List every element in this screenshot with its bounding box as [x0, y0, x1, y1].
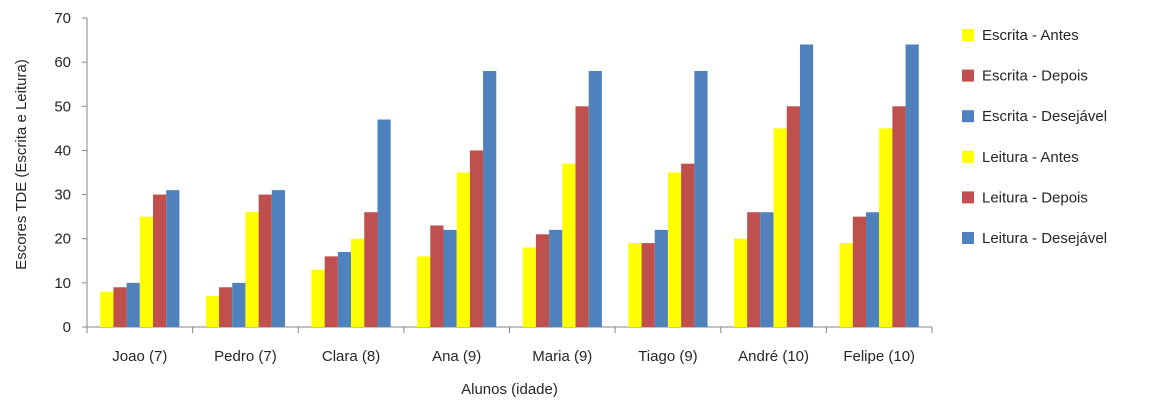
bars	[100, 44, 919, 328]
y-tick-label: 20	[54, 231, 71, 248]
bar	[113, 287, 127, 327]
legend-label: Leitura - Antes	[982, 149, 1079, 166]
bar	[535, 234, 550, 327]
bar	[549, 229, 563, 327]
bar	[417, 256, 431, 327]
bar	[166, 190, 180, 327]
bar	[271, 190, 286, 327]
bar	[443, 229, 457, 327]
bar	[773, 128, 787, 327]
y-tick-label: 10	[54, 275, 71, 292]
x-ticks: Joao (7) Pedro (7) Clara (8) Ana (9) Maria (…	[86, 327, 933, 365]
bar	[588, 70, 602, 327]
bar	[139, 216, 154, 327]
legend-swatch	[962, 69, 974, 82]
y-ticks: 0 10 20 30 40 50 60 70	[54, 10, 87, 336]
bar	[364, 212, 378, 327]
bar	[337, 251, 352, 327]
x-tick-label: Pedro (7)	[214, 348, 277, 365]
bar	[892, 106, 906, 328]
bar	[430, 225, 444, 327]
bar	[351, 238, 365, 327]
bar	[205, 296, 220, 327]
bar	[733, 238, 748, 327]
bar	[654, 229, 668, 327]
legend-label: Escrita - Antes	[982, 27, 1079, 44]
y-tick-label: 0	[63, 319, 71, 336]
legend-swatch	[962, 29, 974, 41]
bar	[628, 243, 642, 327]
x-tick-label: Maria (9)	[532, 348, 592, 365]
legend-label: Leitura - Desejável	[982, 230, 1107, 247]
bar	[469, 150, 484, 327]
bar	[799, 44, 814, 327]
bar	[522, 247, 536, 327]
bar	[575, 106, 589, 328]
legend-label: Escrita - Depois	[982, 68, 1088, 85]
bar	[100, 291, 114, 327]
bar	[562, 163, 576, 327]
y-axis-title: Escores TDE (Escrita e Leitura)	[13, 59, 30, 270]
bar	[377, 119, 391, 328]
legend-label: Escrita - Desejável	[982, 108, 1107, 125]
x-tick-label: Ana (9)	[432, 348, 481, 365]
bar	[245, 212, 259, 327]
bar	[760, 212, 774, 327]
x-tick-label: Felipe (10)	[843, 348, 915, 365]
bar	[219, 287, 233, 327]
bar	[786, 106, 800, 328]
bar	[839, 243, 853, 327]
bar	[641, 243, 655, 327]
bar	[126, 282, 140, 327]
bar	[456, 172, 470, 327]
bar	[694, 70, 708, 327]
y-tick-label: 60	[54, 54, 71, 71]
bar	[747, 212, 761, 327]
bar	[852, 216, 866, 327]
x-tick-label: Clara (8)	[322, 348, 380, 365]
bar	[258, 194, 272, 327]
bar	[879, 128, 893, 327]
bar	[232, 282, 246, 327]
y-tick-label: 40	[54, 142, 71, 159]
x-tick-label: André (10)	[738, 348, 809, 365]
legend-swatch	[962, 232, 974, 244]
y-tick-label: 30	[54, 187, 71, 204]
y-tick-label: 50	[54, 98, 71, 115]
legend: Escrita - Antes Escrita - Depois Escrita -…	[962, 27, 1107, 247]
bar	[311, 269, 325, 327]
bar	[153, 194, 167, 327]
x-tick-label: Joao (7)	[112, 348, 167, 365]
bar	[865, 212, 880, 327]
y-tick-label: 70	[54, 10, 71, 27]
legend-swatch	[962, 150, 974, 163]
bar	[324, 256, 338, 327]
bar	[681, 163, 695, 327]
legend-swatch	[962, 191, 974, 204]
bar	[483, 70, 497, 327]
x-tick-label: Tiago (9)	[638, 348, 697, 365]
legend-swatch	[962, 110, 974, 123]
legend-label: Leitura - Depois	[982, 189, 1088, 206]
bar	[905, 44, 919, 327]
bar	[667, 172, 682, 327]
x-axis-title: Alunos (idade)	[461, 381, 558, 398]
